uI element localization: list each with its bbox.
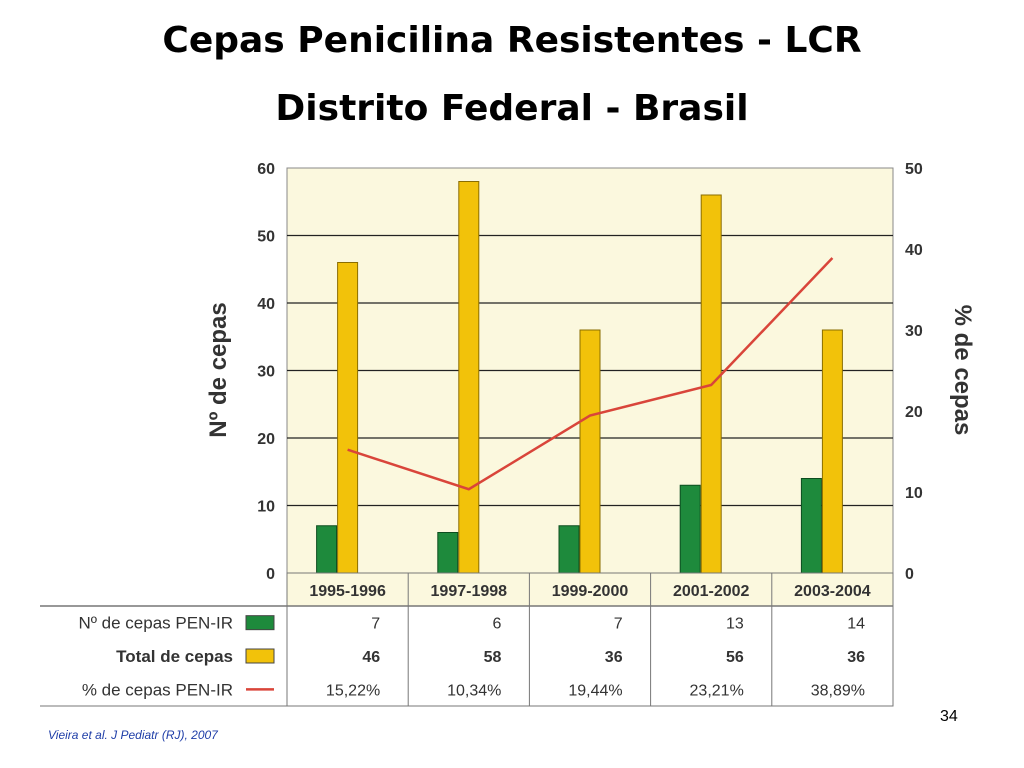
legend-label: Total de cepas: [116, 647, 233, 666]
y2-axis-title: % de cepas: [949, 305, 976, 436]
y-tick-label: 30: [257, 364, 275, 381]
line-pct-pen-ir: [347, 257, 834, 491]
y-tick-label: 50: [257, 229, 275, 246]
table-value: 7: [614, 616, 623, 633]
y-tick-label: 10: [257, 499, 275, 516]
citation-footnote: Vieira et al. J Pediatr (RJ), 2007: [48, 728, 218, 742]
slide-subtitle: Distrito Federal - Brasil: [275, 88, 749, 129]
legend-swatch: [245, 615, 275, 631]
x-category-label: 2003-2004: [794, 583, 871, 600]
slide-title: Cepas Penicilina Resistentes - LCR: [162, 20, 862, 61]
bar-pen-ir: [800, 478, 822, 574]
legend-label: % de cepas PEN-IR: [82, 680, 233, 699]
y-tick-label: 20: [257, 431, 275, 448]
table-value: 7: [371, 616, 380, 633]
bar-pen-ir: [437, 532, 459, 574]
y2-tick-label: 40: [905, 242, 923, 259]
bar-pen-ir: [558, 525, 580, 574]
legend-label: Nº de cepas PEN-IR: [78, 614, 233, 633]
table-value: 14: [847, 616, 865, 633]
bar-pen-ir: [316, 525, 338, 574]
bar-total: [458, 181, 480, 574]
y2-tick-label: 50: [905, 161, 923, 178]
page-number: 34: [940, 708, 958, 725]
table-value: 36: [847, 649, 865, 666]
table-value: 36: [605, 649, 623, 666]
x-category-label: 2001-2002: [673, 583, 750, 600]
bar-pen-ir: [679, 484, 701, 574]
y2-tick-label: 10: [905, 485, 923, 502]
y2-tick-label: 20: [905, 404, 923, 421]
table-value: 19,44%: [568, 682, 622, 699]
y-tick-label: 40: [257, 296, 275, 313]
x-category-label: 1997-1998: [431, 583, 508, 600]
table-value: 46: [362, 649, 380, 666]
table-body: [286, 605, 894, 707]
legend-swatch: [245, 648, 275, 664]
table-value: 38,89%: [811, 682, 865, 699]
y-tick-label: 0: [266, 566, 275, 583]
bar-total: [337, 262, 359, 574]
table-value: 15,22%: [326, 682, 380, 699]
x-category-label: 1999-2000: [552, 583, 629, 600]
table-value: 23,21%: [690, 682, 744, 699]
table-value: 10,34%: [447, 682, 501, 699]
table-value: 58: [484, 649, 502, 666]
y2-tick-label: 0: [905, 566, 914, 583]
table-value: 56: [726, 649, 744, 666]
x-category-label: 1995-1996: [309, 583, 386, 600]
y-axis-title: Nº de cepas: [205, 302, 232, 438]
table-value: 13: [726, 616, 744, 633]
y2-tick-label: 30: [905, 323, 923, 340]
bar-total: [821, 329, 843, 574]
bar-total: [579, 329, 601, 574]
table-value: 6: [492, 616, 501, 633]
y-tick-label: 60: [257, 161, 275, 178]
